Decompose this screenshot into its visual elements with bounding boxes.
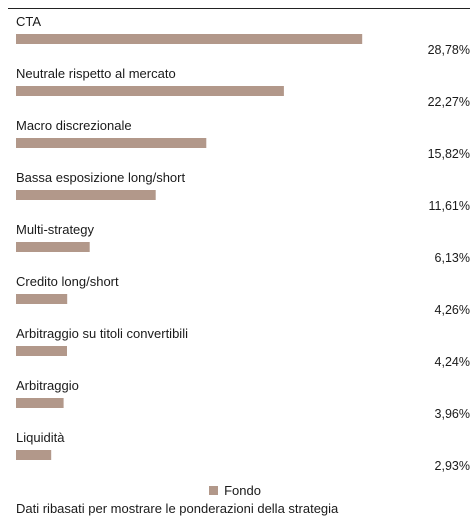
- category-label: CTA: [16, 14, 41, 29]
- value-label: 15,82%: [428, 147, 470, 161]
- bar: [16, 346, 67, 356]
- value-label: 3,96%: [435, 407, 470, 421]
- category-label: Multi-strategy: [16, 222, 95, 237]
- bar: [16, 450, 52, 460]
- bar: [16, 190, 156, 200]
- bar: [16, 138, 207, 148]
- bar-chart: CTA 28,78% Neutrale rispetto al mercato 22,…: [16, 14, 470, 473]
- category-label: Liquidità: [16, 430, 65, 445]
- category-label: Credito long/short: [16, 274, 119, 289]
- value-label: 4,24%: [435, 355, 470, 369]
- category-label: Arbitraggio: [16, 378, 79, 393]
- value-label: 4,26%: [435, 303, 470, 317]
- value-label: 6,13%: [435, 251, 470, 265]
- legend-swatch: [209, 486, 219, 495]
- value-label: 28,78%: [428, 43, 470, 57]
- value-label: 2,93%: [435, 459, 470, 473]
- category-label: Neutrale rispetto al mercato: [16, 66, 176, 81]
- legend: Fondo: [0, 483, 470, 498]
- category-label: Macro discrezionale: [16, 118, 132, 133]
- bar: [16, 34, 363, 44]
- value-label: 11,61%: [429, 199, 470, 213]
- top-rule: [8, 8, 470, 9]
- bar: [16, 398, 64, 408]
- legend-label: Fondo: [224, 483, 261, 498]
- bar: [16, 86, 284, 96]
- bar: [16, 294, 68, 304]
- footnote: Dati ribasati per mostrare le ponderazio…: [16, 501, 339, 516]
- category-label: Bassa esposizione long/short: [16, 170, 185, 185]
- category-label: Arbitraggio su titoli convertibili: [16, 326, 188, 341]
- value-label: 22,27%: [428, 95, 470, 109]
- bar: [16, 242, 90, 252]
